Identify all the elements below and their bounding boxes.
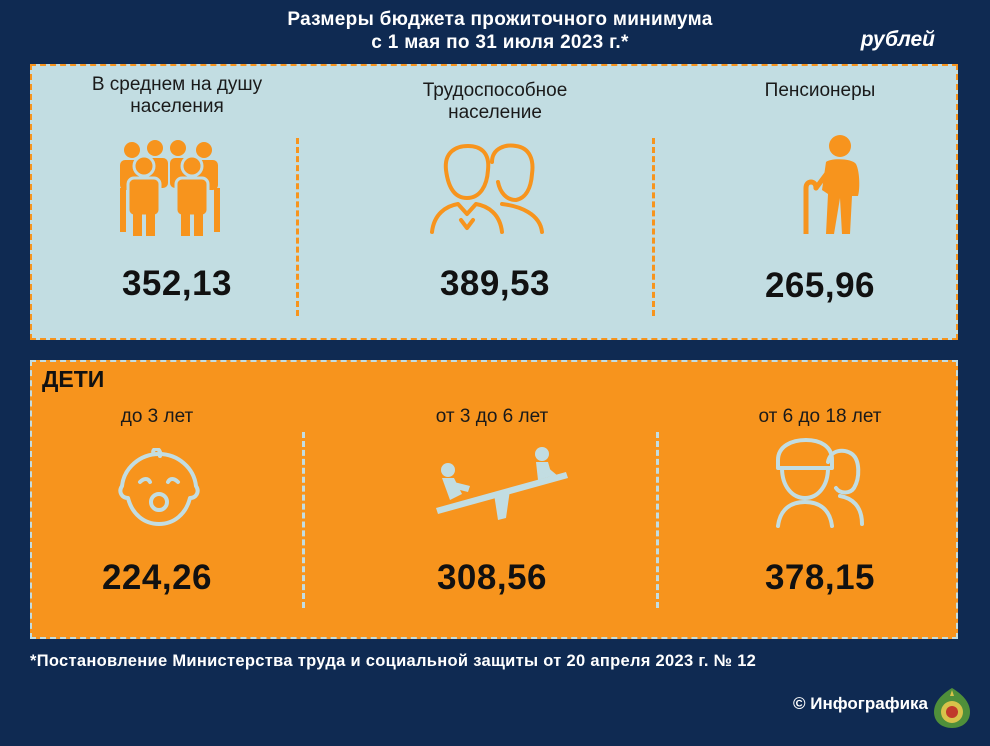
children-0-3-card: до 3 лет 224,26: [32, 362, 282, 637]
adults-divider-2: [652, 138, 655, 316]
children-6-18-label: от 6 до 18 лет: [758, 406, 882, 427]
children-3-6-label: от 3 до 6 лет: [435, 406, 549, 427]
children-0-3-label: до 3 лет: [120, 406, 194, 427]
adults-divider-1: [296, 138, 299, 316]
currency-label: рублей: [860, 28, 935, 51]
adults-working-label: Трудоспособное население: [422, 80, 568, 123]
adults-pensioners-card: Пенсионеры 265,96: [682, 66, 958, 338]
adults-average-value: 352,13: [121, 264, 233, 303]
elderly-icon: [803, 135, 860, 234]
crowd-icon: [120, 140, 220, 236]
children-0-3-value: 224,26: [101, 558, 213, 597]
footnote: *Постановление Министерства труда и соци…: [30, 652, 757, 670]
title-line-2: с 1 мая по 31 июля 2023 г.*: [371, 32, 629, 53]
children-divider-1: [302, 432, 305, 608]
page-title: Размеры бюджета прожиточного минимума с …: [150, 8, 850, 54]
adults-working-value: 389,53: [439, 264, 551, 303]
adults-average-card: В среднем на душу населения 352,13: [32, 66, 322, 338]
children-6-18-value: 378,15: [764, 558, 876, 597]
adults-pensioners-value: 265,96: [764, 266, 876, 305]
infographic-credit: © Инфографика: [793, 694, 928, 713]
couple-icon: [430, 143, 544, 234]
adults-working-card: Трудоспособное население 389,53: [342, 66, 648, 338]
children-panel: ДЕТИ до 3 лет 224,26 от 3 до 6 лет: [30, 360, 958, 639]
teens-icon: [776, 438, 864, 528]
emblem-icon: [934, 688, 970, 728]
seesaw-icon: [436, 447, 568, 520]
children-divider-2: [656, 432, 659, 608]
children-3-6-card: от 3 до 6 лет 308,56: [342, 362, 642, 637]
baby-icon: [118, 448, 200, 526]
title-line-1: Размеры бюджета прожиточного минимума: [287, 9, 713, 30]
adults-pensioners-label: Пенсионеры: [764, 80, 876, 101]
children-section-title: ДЕТИ: [42, 366, 105, 392]
adults-average-label: В среднем на душу населения: [91, 74, 263, 117]
children-6-18-card: от 6 до 18 лет 378,15: [682, 362, 958, 637]
children-3-6-value: 308,56: [436, 558, 548, 597]
adults-panel: В среднем на душу населения 352,13 Трудо…: [30, 64, 958, 340]
